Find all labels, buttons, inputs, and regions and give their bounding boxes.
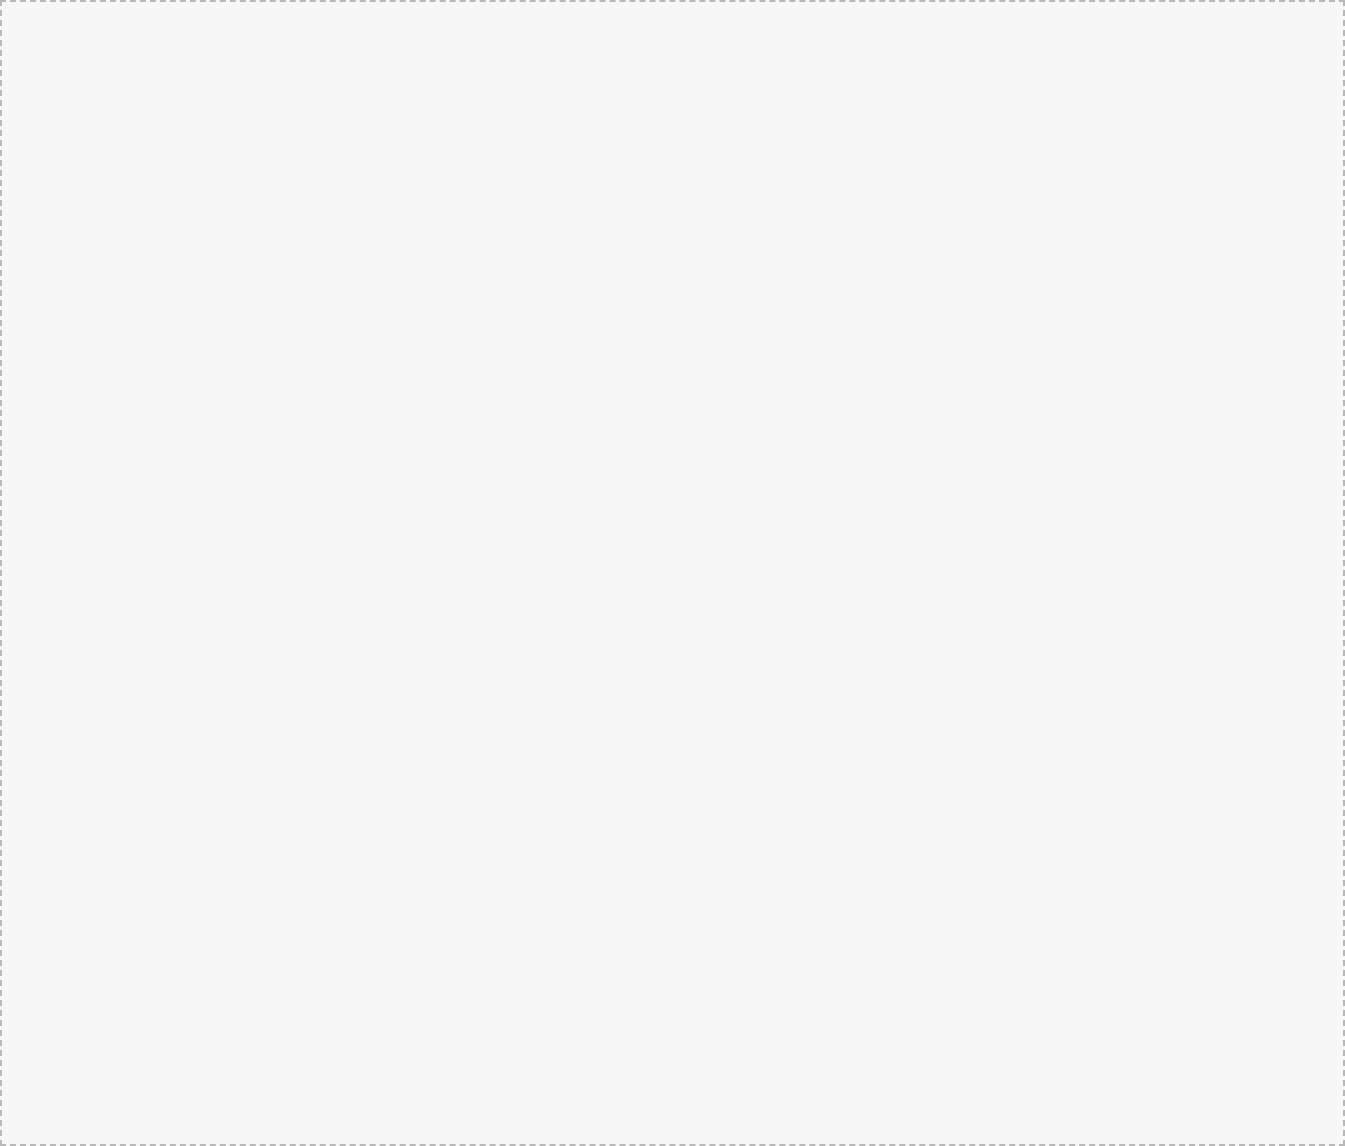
empty-canvas <box>0 0 1345 1146</box>
